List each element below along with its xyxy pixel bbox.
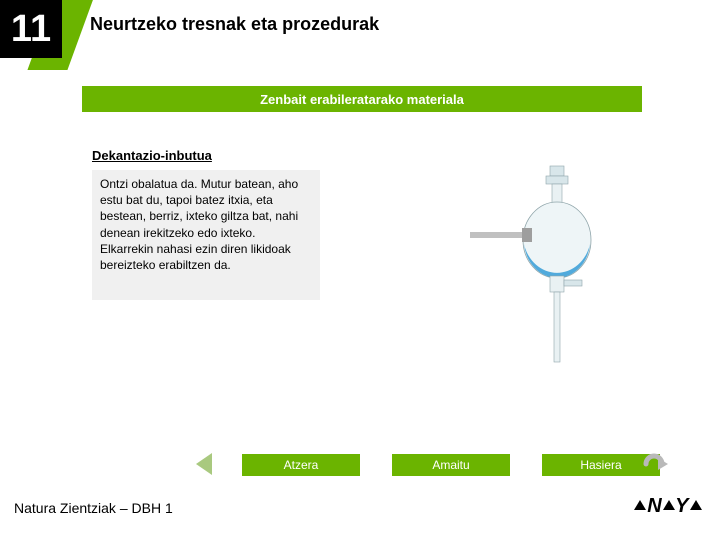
home-button-label: Hasiera (580, 458, 621, 472)
item-title: Dekantazio-inbutua (92, 148, 212, 163)
chapter-number: 11 (11, 8, 51, 51)
item-description-box: Ontzi obalatua da. Mutur batean, aho est… (92, 170, 320, 300)
back-button-label: Atzera (284, 458, 319, 472)
logo-triangle-icon (634, 500, 646, 510)
section-band-label: Zenbait erabileratarako materiala (260, 92, 464, 107)
item-description: Ontzi obalatua da. Mutur batean, aho est… (100, 177, 298, 272)
logo-text-2: Y (675, 495, 689, 517)
chapter-number-box: 11 (0, 0, 62, 58)
finish-button[interactable]: Amaitu (392, 454, 510, 476)
logo-triangle-icon (663, 500, 675, 510)
footer-text: Natura Zientziak – DBH 1 (14, 500, 173, 516)
logo-text-1: N (647, 495, 662, 517)
logo-triangle-icon (690, 500, 702, 510)
page-title: Neurtzeko tresnak eta prozedurak (90, 14, 379, 35)
finish-button-label: Amaitu (432, 458, 469, 472)
section-band: Zenbait erabileratarako materiala (82, 86, 642, 112)
nav-row: Atzera Amaitu Hasiera (180, 454, 660, 476)
publisher-logo: NY (634, 495, 702, 518)
item-image (470, 162, 642, 372)
back-button[interactable]: Atzera (242, 454, 360, 476)
next-arrow-icon[interactable] (640, 450, 668, 478)
